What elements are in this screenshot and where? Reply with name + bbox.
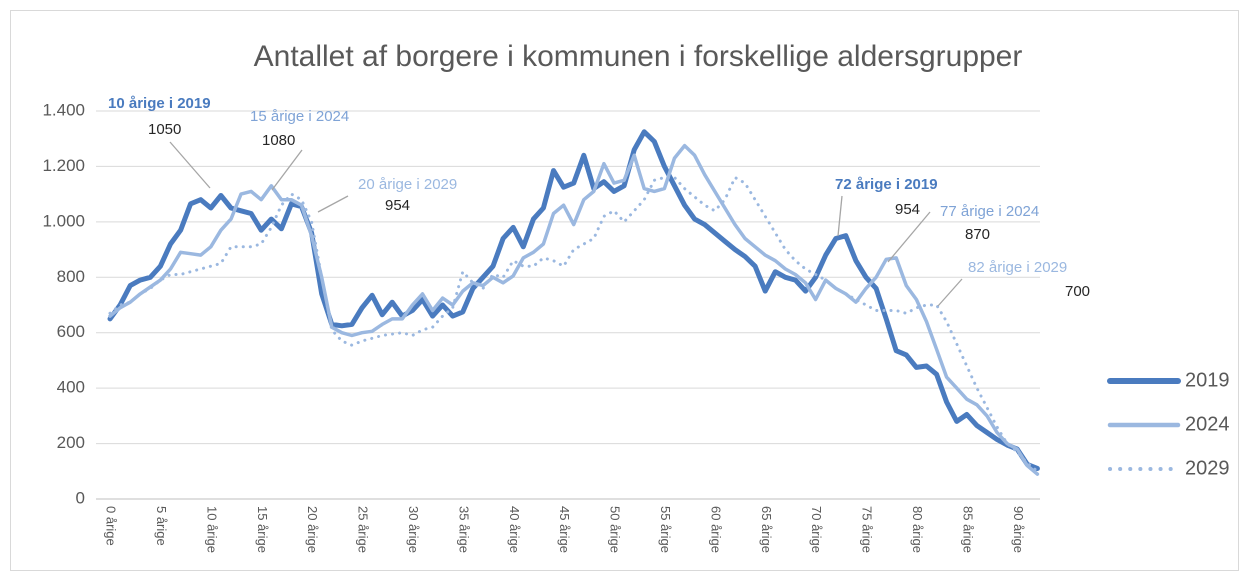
annotation-label: 82 årige i 2029 bbox=[968, 259, 1067, 276]
legend-label: 2019 bbox=[1185, 369, 1230, 391]
series-line bbox=[107, 129, 1040, 471]
x-tick-label: 5 årige bbox=[154, 506, 169, 546]
y-tick-label: 1.000 bbox=[42, 211, 85, 230]
annotation-leader bbox=[837, 195, 843, 237]
annotation-label: 72 årige i 2019 bbox=[835, 176, 938, 193]
annotation-leader bbox=[169, 141, 211, 189]
annotation-value: 1080 bbox=[262, 132, 295, 149]
annotation-leader bbox=[317, 195, 349, 213]
annotation-value: 870 bbox=[965, 226, 990, 243]
annotation-value: 1050 bbox=[148, 121, 181, 138]
x-tick-label: 15 årige bbox=[255, 506, 270, 553]
y-tick-label: 600 bbox=[57, 322, 85, 341]
x-tick-label: 70 årige bbox=[809, 506, 824, 553]
annotation-leader bbox=[887, 211, 931, 263]
x-tick-label: 85 årige bbox=[960, 506, 975, 553]
x-tick-label: 60 årige bbox=[708, 506, 723, 553]
y-tick-label: 0 bbox=[76, 488, 85, 507]
x-tick-label: 65 årige bbox=[759, 506, 774, 553]
y-tick-label: 400 bbox=[57, 378, 85, 397]
series-line bbox=[108, 143, 1040, 476]
x-tick-label: 10 årige bbox=[204, 506, 219, 553]
y-tick-label: 1.200 bbox=[42, 156, 85, 175]
legend-label: 2029 bbox=[1185, 457, 1230, 479]
x-tick-label: 55 årige bbox=[658, 506, 673, 553]
x-tick-label: 90 årige bbox=[1011, 506, 1026, 553]
x-tick-label: 40 årige bbox=[507, 506, 522, 553]
series-line bbox=[108, 176, 1039, 473]
x-tick-label: 30 årige bbox=[406, 506, 421, 553]
annotation-value: 954 bbox=[895, 201, 920, 218]
x-tick-label: 0 årige bbox=[104, 506, 119, 546]
x-tick-label: 75 årige bbox=[860, 506, 875, 553]
x-tick-label: 35 årige bbox=[456, 506, 471, 553]
x-tick-label: 45 årige bbox=[557, 506, 572, 553]
x-tick-label: 25 årige bbox=[356, 506, 371, 553]
annotation-label: 77 årige i 2024 bbox=[940, 203, 1039, 220]
annotation-label: 15 årige i 2024 bbox=[250, 108, 349, 125]
chart-title: Antallet af borgere i kommunen i forskel… bbox=[254, 40, 1023, 73]
annotation-label: 20 årige i 2029 bbox=[358, 176, 457, 193]
annotation-value: 700 bbox=[1065, 283, 1090, 300]
y-tick-label: 200 bbox=[57, 433, 85, 452]
annotation-leader bbox=[271, 149, 303, 191]
x-tick-label: 20 årige bbox=[305, 506, 320, 553]
x-tick-label: 80 årige bbox=[910, 506, 925, 553]
annotation-leader bbox=[937, 278, 963, 307]
annotation-label: 10 årige i 2019 bbox=[108, 95, 211, 112]
chart-border bbox=[10, 10, 1239, 571]
y-tick-label: 1.400 bbox=[42, 100, 85, 119]
annotation-value: 954 bbox=[385, 197, 410, 214]
legend-label: 2024 bbox=[1185, 413, 1230, 435]
x-tick-label: 50 årige bbox=[608, 506, 623, 553]
y-tick-label: 800 bbox=[57, 267, 85, 286]
